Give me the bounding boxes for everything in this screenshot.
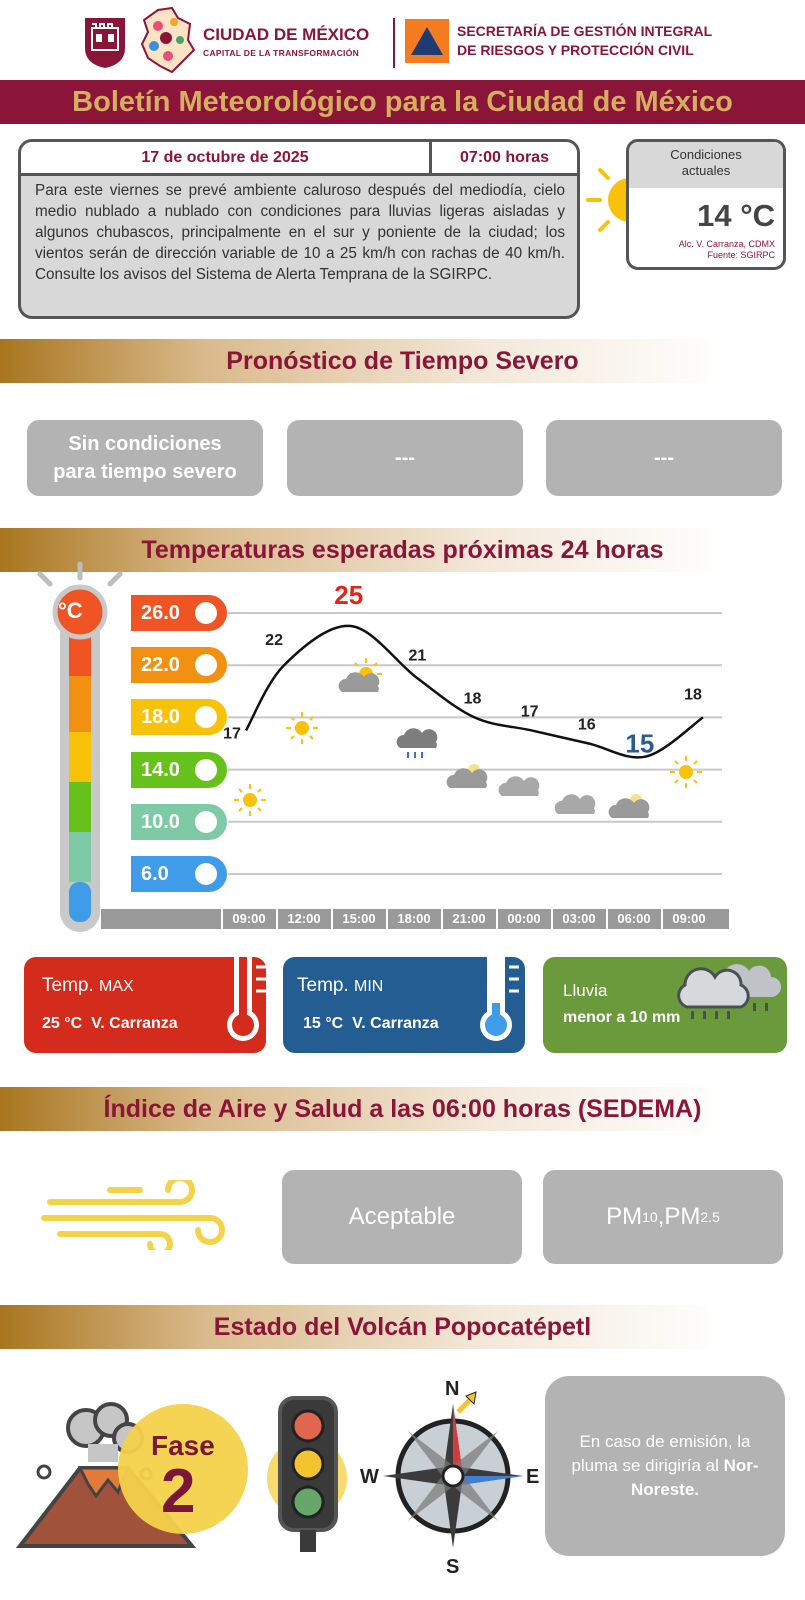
rain-cloud-icon xyxy=(396,728,438,758)
partly-cloudy-icon xyxy=(338,658,382,692)
y-tick-26.0: 26.0 xyxy=(127,595,227,631)
compass-east: E xyxy=(526,1466,540,1488)
temperature-series-line xyxy=(244,624,704,759)
min-temp-card: Temp. MIN 15 °C V. Carranza xyxy=(283,957,525,1053)
rain-value: menor a 10 mm xyxy=(563,1009,681,1026)
bulletin-description: Para este viernes se prevé ambiente calu… xyxy=(35,182,565,283)
x-tick-09:00: 09:00 xyxy=(661,909,715,929)
current-conditions-box: Condiciones actuales 14 °C Alc. V. Carra… xyxy=(626,139,786,270)
plume-direction: Nor-Noreste. xyxy=(630,1456,759,1499)
air-quality-header: Índice de Aire y Salud a las 06:00 horas… xyxy=(0,1087,805,1131)
thermometer-graphic xyxy=(30,560,130,940)
severe-box-2: --- xyxy=(287,420,523,496)
point-label-1: 22 xyxy=(265,632,283,649)
point-label-2: 25 xyxy=(334,580,363,610)
bulletin-summary-box: 17 de octubre de 2025 07:00 horas Para e… xyxy=(18,139,580,319)
plume-text: En caso de emisión, la pluma se dirigirí… xyxy=(571,1432,751,1475)
air-pollutants: PM 10, PM 2.5 xyxy=(543,1170,783,1264)
thermometer-unit: °C xyxy=(58,598,83,623)
date-row: 17 de octubre de 2025 07:00 horas xyxy=(21,142,577,176)
cdmx-map-logo xyxy=(138,6,196,74)
air-quality-level: Aceptable xyxy=(282,1170,522,1264)
compass-north: N xyxy=(445,1378,460,1400)
max-temp-title: Temp. xyxy=(42,975,94,996)
max-temp-suffix: MAX xyxy=(99,978,134,995)
cloud-icon xyxy=(554,794,596,814)
severe-weather-header: Pronóstico de Tiempo Severo xyxy=(0,339,805,383)
current-conditions-label: Condiciones actuales xyxy=(629,142,783,188)
x-axis-bar: 09:00 12:00 15:00 18:00 21:00 00:00 03:00 06:00… xyxy=(101,909,729,929)
temperature-line-chart: 17 22 25 21 18 17 16 15 18 xyxy=(223,580,722,875)
x-tick-03:00: 03:00 xyxy=(551,909,605,929)
header-divider xyxy=(393,18,395,68)
volcano-header: Estado del Volcán Popocatépetl xyxy=(0,1305,805,1349)
traffic-light-icon xyxy=(262,1392,352,1567)
secretaria-name: SECRETARÍA DE GESTIÓN INTEGRAL DE RIESGO… xyxy=(457,23,713,58)
compass-south: S xyxy=(446,1556,460,1578)
plume-direction-box: En caso de emisión, la pluma se dirigirí… xyxy=(545,1376,785,1556)
point-label-6: 16 xyxy=(578,717,596,734)
thermometer-low-icon xyxy=(473,957,521,1052)
sun-icon xyxy=(670,756,702,788)
rain-cloud-icon xyxy=(673,957,785,1026)
severe-box-1: Sin condiciones para tiempo severo xyxy=(27,420,263,496)
x-tick-12:00: 12:00 xyxy=(276,909,330,929)
max-temp-value: 25 °C V. Carranza xyxy=(42,1015,178,1032)
point-label-3: 21 xyxy=(408,647,426,664)
fase-label: Fase xyxy=(151,1430,215,1461)
point-label-5: 17 xyxy=(521,703,539,720)
y-tick-18.0: 18.0 xyxy=(127,699,227,736)
min-temp-title: Temp. xyxy=(297,975,349,996)
wind-icon xyxy=(40,1175,240,1257)
current-temperature: 14 °C xyxy=(697,198,775,233)
bulletin-time: 07:00 horas xyxy=(460,149,549,166)
point-label-4: 18 xyxy=(464,690,482,707)
night-cloudy-icon xyxy=(608,794,650,818)
severe-box-3: --- xyxy=(546,420,782,496)
max-temp-card: Temp. MAX 25 °C V. Carranza xyxy=(24,957,266,1053)
x-tick-15:00: 15:00 xyxy=(331,909,385,929)
city-slogan: CAPITAL DE LA TRANSFORMACIÓN xyxy=(203,48,360,58)
y-tick-10.0: 10.0 xyxy=(127,803,227,840)
current-location: Alc. V. Carranza, CDMX Fuente: SGIRPC xyxy=(678,239,775,260)
min-temp-value: 15 °C V. Carranza xyxy=(303,1015,439,1032)
sun-icon xyxy=(286,712,318,744)
sun-icon xyxy=(234,784,266,816)
fase-number: 2 xyxy=(161,1457,196,1526)
sgirpc-logo xyxy=(405,19,449,63)
cloud-icon xyxy=(498,776,540,796)
min-temp-suffix: MIN xyxy=(354,978,384,995)
x-tick-18:00: 18:00 xyxy=(386,909,440,929)
point-label-8: 18 xyxy=(684,686,702,703)
x-tick-09:00: 09:00 xyxy=(221,909,275,929)
thermometer-high-icon xyxy=(220,957,266,1052)
rain-title: Lluvia xyxy=(563,981,608,1000)
fase-badge xyxy=(118,1404,248,1534)
x-tick-06:00: 06:00 xyxy=(606,909,660,929)
cdmx-shield-logo xyxy=(82,14,128,70)
y-tick-22.0: 22.0 xyxy=(127,647,227,684)
y-tick-6.0: 6.0 xyxy=(127,856,227,892)
bulletin-title: Boletín Meteorológico para la Ciudad de … xyxy=(0,80,805,124)
compass-rose-icon xyxy=(368,1376,548,1581)
temperatures-header: Temperaturas esperadas próximas 24 horas xyxy=(0,528,805,572)
y-tick-14.0: 14.0 xyxy=(127,751,227,788)
point-label-7: 15 xyxy=(625,729,654,759)
x-tick-00:00: 00:00 xyxy=(496,909,550,929)
city-name: CIUDAD DE MÉXICO xyxy=(203,25,370,44)
point-label-0: 17 xyxy=(223,725,241,742)
night-cloudy-icon xyxy=(446,764,488,788)
rain-card: Lluvia menor a 10 mm xyxy=(543,957,787,1053)
x-tick-21:00: 21:00 xyxy=(441,909,495,929)
compass-west: W xyxy=(360,1466,379,1488)
bulletin-date: 17 de octubre de 2025 xyxy=(21,142,432,173)
